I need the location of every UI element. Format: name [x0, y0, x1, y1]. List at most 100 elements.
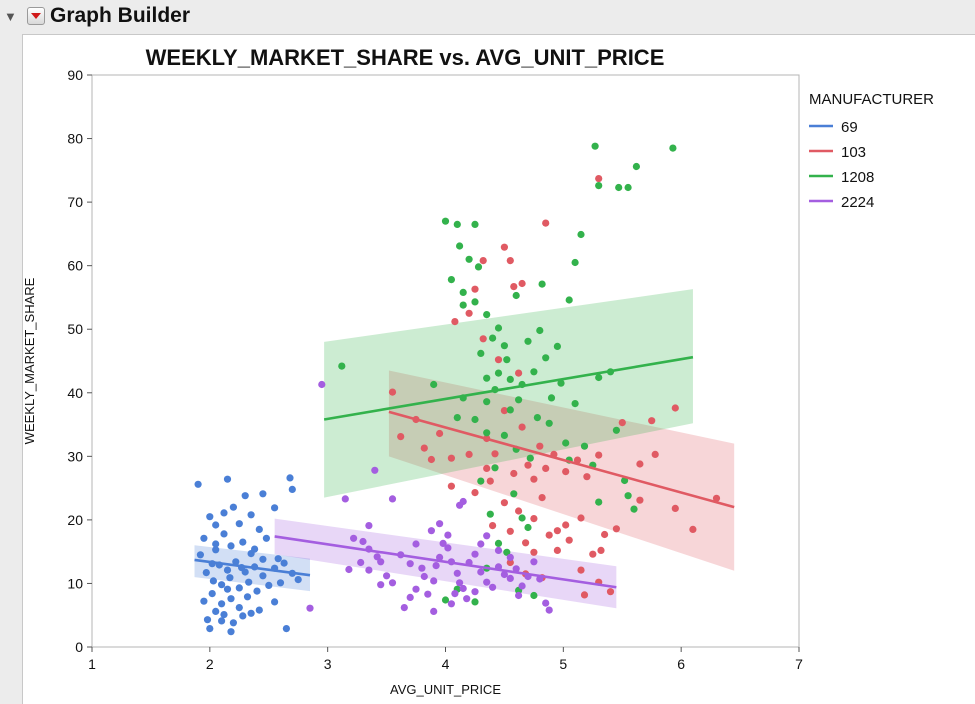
data-point-1208[interactable]: [571, 400, 579, 408]
data-point-2224[interactable]: [459, 584, 467, 593]
data-point-2224[interactable]: [412, 585, 420, 593]
data-point-2224[interactable]: [453, 569, 461, 577]
data-point-103[interactable]: [565, 536, 573, 544]
data-point-2224[interactable]: [420, 572, 428, 581]
data-point-69[interactable]: [220, 611, 228, 619]
data-point-2224[interactable]: [447, 600, 455, 608]
data-point-69[interactable]: [229, 503, 237, 511]
data-point-2224[interactable]: [530, 558, 538, 566]
data-point-103[interactable]: [689, 525, 697, 533]
data-point-2224[interactable]: [432, 562, 440, 570]
data-point-69[interactable]: [209, 577, 217, 585]
data-point-2224[interactable]: [483, 578, 491, 586]
data-point-103[interactable]: [648, 417, 656, 425]
data-point-69[interactable]: [255, 606, 263, 614]
data-point-2224[interactable]: [365, 566, 373, 574]
data-point-103[interactable]: [583, 473, 591, 481]
data-point-1208[interactable]: [542, 354, 550, 362]
data-point-69[interactable]: [247, 550, 255, 558]
data-point-103[interactable]: [671, 404, 679, 412]
data-point-1208[interactable]: [538, 280, 546, 288]
data-point-103[interactable]: [510, 283, 518, 291]
data-point-1208[interactable]: [494, 324, 503, 332]
data-point-103[interactable]: [388, 388, 397, 396]
data-point-69[interactable]: [200, 534, 208, 542]
data-point-1208[interactable]: [465, 255, 473, 263]
data-point-2224[interactable]: [506, 574, 514, 583]
data-point-69[interactable]: [274, 555, 282, 563]
data-point-1208[interactable]: [483, 429, 491, 437]
data-point-69[interactable]: [286, 474, 294, 482]
data-point-69[interactable]: [223, 566, 232, 574]
data-point-69[interactable]: [247, 609, 255, 617]
data-point-1208[interactable]: [545, 419, 553, 427]
data-point-69[interactable]: [276, 579, 285, 587]
data-point-69[interactable]: [220, 509, 228, 517]
data-point-2224[interactable]: [518, 582, 526, 590]
data-point-69[interactable]: [208, 590, 216, 598]
data-point-2224[interactable]: [406, 593, 414, 602]
data-point-2224[interactable]: [418, 564, 426, 572]
data-point-103[interactable]: [465, 309, 473, 317]
data-point-2224[interactable]: [427, 527, 435, 535]
data-point-1208[interactable]: [536, 326, 544, 335]
data-point-103[interactable]: [518, 279, 526, 288]
data-point-103[interactable]: [538, 494, 546, 502]
data-point-69[interactable]: [226, 574, 234, 582]
data-point-1208[interactable]: [441, 217, 450, 225]
data-point-69[interactable]: [212, 521, 220, 529]
data-point-1208[interactable]: [632, 162, 641, 171]
data-point-69[interactable]: [280, 559, 288, 567]
data-point-1208[interactable]: [459, 301, 467, 309]
data-point-103[interactable]: [506, 558, 514, 567]
data-point-2224[interactable]: [489, 583, 497, 591]
data-point-1208[interactable]: [506, 375, 514, 383]
data-point-69[interactable]: [218, 617, 226, 625]
data-point-1208[interactable]: [624, 183, 632, 192]
data-point-103[interactable]: [436, 429, 444, 438]
data-point-1208[interactable]: [494, 369, 503, 377]
data-point-103[interactable]: [451, 318, 459, 326]
data-point-2224[interactable]: [477, 540, 485, 548]
data-point-2224[interactable]: [483, 532, 491, 540]
data-point-1208[interactable]: [459, 288, 467, 296]
data-point-69[interactable]: [235, 584, 243, 592]
data-point-103[interactable]: [427, 455, 435, 464]
data-point-69[interactable]: [255, 525, 263, 533]
data-point-1208[interactable]: [338, 362, 346, 370]
data-point-1208[interactable]: [562, 439, 570, 447]
data-point-1208[interactable]: [483, 311, 491, 319]
data-point-1208[interactable]: [557, 379, 565, 387]
data-point-69[interactable]: [262, 534, 270, 542]
data-point-69[interactable]: [202, 569, 210, 577]
data-point-2224[interactable]: [515, 591, 523, 600]
data-point-1208[interactable]: [489, 334, 497, 342]
data-point-2224[interactable]: [459, 497, 467, 506]
data-point-1208[interactable]: [471, 598, 479, 606]
data-point-1208[interactable]: [595, 373, 603, 382]
data-point-103[interactable]: [595, 451, 603, 459]
data-point-103[interactable]: [447, 482, 455, 490]
red-triangle-menu-button[interactable]: [27, 7, 45, 25]
data-point-69[interactable]: [218, 581, 226, 589]
data-point-103[interactable]: [397, 433, 405, 441]
data-point-2224[interactable]: [451, 590, 459, 598]
disclosure-triangle-icon[interactable]: ▼: [4, 9, 17, 24]
data-point-69[interactable]: [294, 576, 302, 584]
data-point-103[interactable]: [573, 456, 582, 464]
data-point-69[interactable]: [282, 625, 290, 633]
data-point-2224[interactable]: [306, 604, 314, 612]
data-point-69[interactable]: [232, 558, 240, 566]
data-point-1208[interactable]: [506, 406, 514, 414]
data-point-2224[interactable]: [359, 537, 367, 546]
data-point-103[interactable]: [494, 356, 503, 364]
data-point-103[interactable]: [542, 464, 550, 472]
data-point-2224[interactable]: [456, 579, 464, 587]
data-point-2224[interactable]: [439, 539, 447, 547]
data-point-69[interactable]: [196, 551, 204, 559]
data-point-69[interactable]: [212, 546, 220, 554]
data-point-1208[interactable]: [471, 220, 479, 228]
data-point-1208[interactable]: [441, 596, 450, 604]
data-point-1208[interactable]: [515, 396, 523, 404]
data-point-2224[interactable]: [345, 565, 353, 574]
